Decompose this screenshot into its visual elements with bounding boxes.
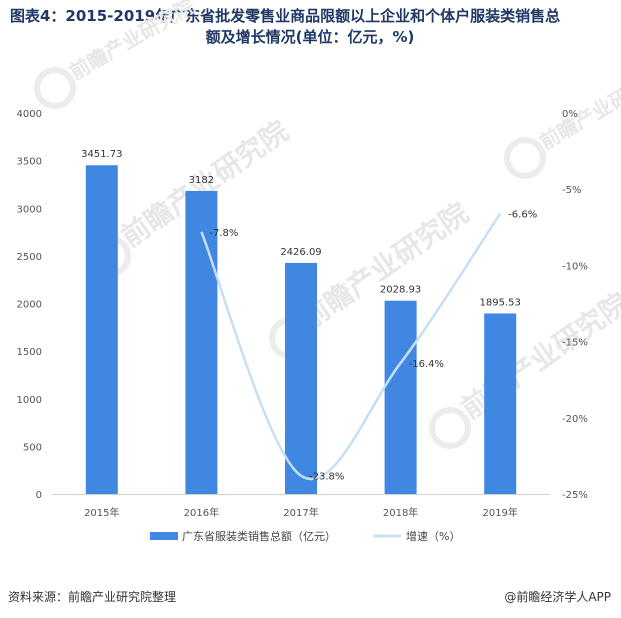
- bar-series: [85, 165, 517, 495]
- bar: [484, 313, 517, 494]
- watermark-text: 前瞻产业研究院: [536, 64, 621, 155]
- bar: [85, 165, 118, 494]
- bar: [384, 300, 417, 494]
- y-left-tick-label: 2500: [17, 252, 42, 263]
- axes: 0 500 1000 1500 2000 2500 3000 3500 4000 0% -5% -10…: [17, 109, 588, 519]
- y-left-tick-label: 500: [23, 442, 42, 453]
- x-tick-label: 2015年: [84, 506, 119, 519]
- watermark-text: 前瞻产业研究院: [66, 0, 199, 84]
- legend-bar-label: 广东省服装类销售总额（亿元）: [182, 529, 336, 543]
- legend-line-label: 增速（%）: [406, 529, 460, 543]
- y-left-tick-label: 3500: [17, 157, 42, 168]
- line-series: [200, 212, 502, 480]
- bar: [185, 190, 218, 495]
- bar-value-label: 3182: [189, 175, 214, 186]
- watermark-logo-icon: [429, 407, 471, 449]
- y-left-tick-label: 2000: [17, 300, 42, 311]
- y-left-tick-label: 1000: [17, 395, 42, 406]
- bar-value-label: 3451.73: [81, 149, 122, 160]
- growth-value-label: -7.8%: [209, 228, 238, 239]
- chart-title: 图表4：2015-2019年广东省批发零售业商品限额以上企业和个体户服装类销售总…: [10, 6, 610, 48]
- legend: 广东省服装类销售总额（亿元） 增速（%）: [150, 529, 460, 543]
- growth-value-label: -6.6%: [508, 210, 537, 221]
- growth-value-label: -23.8%: [309, 472, 344, 483]
- y-left-tick-label: 0: [36, 490, 42, 501]
- y-left-tick-label: 1500: [17, 347, 42, 358]
- x-tick-label: 2018年: [383, 506, 418, 519]
- bar-value-label: 1895.53: [480, 297, 521, 308]
- growth-value-label: -16.4%: [409, 359, 444, 370]
- y-right-tick-label: -5%: [562, 185, 581, 196]
- watermark-logo-icon: [504, 137, 546, 179]
- chart-title-line1: 图表4：2015-2019年广东省批发零售业商品限额以上企业和个体户服装类销售总: [10, 7, 561, 25]
- bar-value-label: 2426.09: [280, 247, 321, 258]
- legend-bar-swatch: [150, 532, 178, 540]
- growth-line: [200, 212, 502, 480]
- watermark-logo-icon: [34, 67, 76, 109]
- data-labels: 3451.73 3182 2426.09 2028.93 1895.53 -7.8% -23…: [81, 149, 537, 482]
- x-tick-label: 2019年: [482, 506, 517, 519]
- y-left-tick-label: 3000: [17, 204, 42, 215]
- y-right-tick-label: 0%: [562, 109, 578, 120]
- chart-title-line2: 额及增长情况(单位：亿元，%): [205, 28, 415, 46]
- y-right-tick-label: -10%: [562, 261, 588, 272]
- y-right-tick-label: -25%: [562, 490, 588, 501]
- y-left-tick-label: 4000: [17, 109, 42, 120]
- y-right-tick-label: -15%: [562, 338, 588, 349]
- bar: [285, 262, 317, 494]
- x-tick-label: 2016年: [184, 506, 219, 519]
- source-note: 资料来源：前瞻产业研究院整理: [8, 590, 177, 604]
- x-tick-label: 2017年: [283, 506, 318, 519]
- bar-value-label: 2028.93: [380, 285, 421, 296]
- y-right-tick-label: -20%: [562, 414, 588, 425]
- brand-note: @前瞻经济学人APP: [504, 590, 611, 604]
